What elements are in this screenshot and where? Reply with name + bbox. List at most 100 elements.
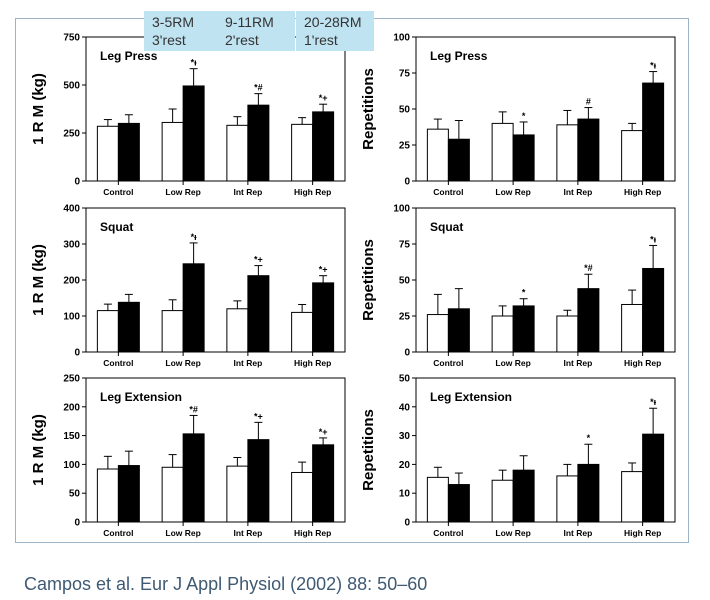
y-tick-label: 30 [399, 431, 411, 442]
bar-post [247, 104, 270, 182]
y-tick-label: 50 [69, 489, 81, 500]
y-axis-label: 1 R M (kg) [30, 414, 47, 486]
x-tick-label: Control [103, 528, 133, 538]
y-tick-label: 100 [393, 33, 410, 44]
y-tick-label: 25 [399, 141, 411, 152]
protocol-legend-low-rep: 3-5RM 3'rest [144, 11, 222, 51]
x-tick-label: High Rep [624, 187, 661, 197]
x-tick-label: Control [433, 358, 463, 368]
x-tick-label: High Rep [624, 358, 661, 368]
x-tick-label: Low Rep [165, 187, 200, 197]
x-tick-label: Control [433, 187, 463, 197]
y-tick-label: 0 [74, 177, 80, 188]
x-tick-label: Int Rep [233, 187, 262, 197]
plot-frame [85, 377, 346, 523]
y-axis-label: Repetitions [360, 239, 377, 321]
bar-pre [556, 315, 579, 353]
x-tick-label: Int Rep [563, 187, 592, 197]
bar-pre [226, 124, 249, 182]
chart-title: Leg Extension [100, 390, 182, 404]
bar-post [312, 444, 335, 523]
x-tick-label: Int Rep [233, 358, 262, 368]
figure-panel: 0 250 500 750 1 R M (kg) Leg Press Control Low … [15, 18, 689, 543]
protocol-rest: 3'rest [152, 32, 186, 48]
y-axis-label: Repetitions [360, 409, 377, 491]
y-tick-label: 400 [63, 204, 80, 215]
bar-post [447, 138, 470, 182]
significance-label: *+ [319, 427, 328, 437]
x-tick-label: Low Rep [495, 187, 530, 197]
bar-pre [96, 125, 119, 182]
bar-post [312, 282, 335, 353]
y-tick-label: 100 [63, 312, 80, 323]
y-axis-label: 1 R M (kg) [30, 73, 47, 145]
bar-pre [621, 471, 644, 523]
y-tick-label: 250 [63, 374, 80, 385]
protocol-rest: 2'rest [225, 32, 259, 48]
bar-post [577, 463, 600, 523]
x-tick-label: High Rep [624, 528, 661, 538]
y-tick-label: 100 [63, 460, 80, 471]
bar-post [312, 111, 335, 182]
bar-post [512, 469, 535, 523]
significance-label: *# [189, 404, 198, 414]
y-tick-label: 0 [404, 348, 410, 359]
bar-post [182, 263, 205, 353]
plot-frame [415, 377, 676, 523]
bar-post [117, 122, 140, 182]
y-axis-label: 1 R M (kg) [30, 244, 47, 316]
y-tick-label: 50 [399, 105, 411, 116]
bar-post [182, 85, 205, 182]
y-tick-label: 75 [399, 69, 411, 80]
bar-post [182, 433, 205, 523]
bar-post [642, 433, 665, 523]
bar-post [577, 118, 600, 182]
bar-post [117, 465, 140, 523]
chart-title: Squat [430, 220, 463, 234]
bar-pre [226, 465, 249, 523]
x-tick-label: Control [433, 528, 463, 538]
bar-pre [556, 475, 579, 523]
bar-pre [491, 479, 514, 523]
y-tick-label: 10 [399, 489, 411, 500]
y-tick-label: 0 [404, 177, 410, 188]
y-tick-label: 100 [393, 204, 410, 215]
bar-pre [161, 310, 184, 353]
bar-pre [161, 121, 184, 182]
y-tick-label: 200 [63, 402, 80, 413]
bar-post [247, 275, 270, 353]
significance-label: # [586, 97, 591, 107]
significance-label: *+ [254, 411, 263, 421]
x-tick-label: High Rep [294, 187, 331, 197]
bar-pre [556, 124, 579, 182]
significance-label: *ᵼ [650, 234, 657, 244]
x-tick-label: Control [103, 358, 133, 368]
protocol-legend-int-rep: 9-11RM 2'rest [217, 11, 295, 51]
bar-pre [426, 128, 449, 182]
bar-pre [96, 468, 119, 523]
significance-label: *# [254, 83, 263, 93]
x-tick-label: Low Rep [165, 528, 200, 538]
y-tick-label: 750 [63, 33, 80, 44]
significance-label: *+ [319, 93, 328, 103]
chart-title: Leg Extension [430, 390, 512, 404]
y-tick-label: 250 [63, 129, 80, 140]
bar-post [117, 301, 140, 353]
x-tick-label: High Rep [294, 528, 331, 538]
significance-label: *+ [319, 265, 328, 275]
protocol-legend-high-rep: 20-28RM 1'rest [296, 11, 374, 51]
y-tick-label: 50 [399, 374, 411, 385]
y-tick-label: 300 [63, 240, 80, 251]
x-tick-label: Int Rep [563, 528, 592, 538]
y-tick-label: 25 [399, 312, 411, 323]
protocol-reps: 20-28RM [304, 14, 362, 30]
y-tick-label: 40 [399, 402, 411, 413]
significance-label: *ᵼ [191, 58, 198, 68]
chart-title: Leg Press [430, 49, 488, 63]
citation: Campos et al. Eur J Appl Physiol (2002) … [24, 574, 428, 594]
protocol-reps: 9-11RM [225, 14, 274, 30]
significance-label: * [587, 433, 591, 443]
protocol-reps: 3-5RM [152, 14, 195, 30]
bar-pre [291, 123, 314, 182]
